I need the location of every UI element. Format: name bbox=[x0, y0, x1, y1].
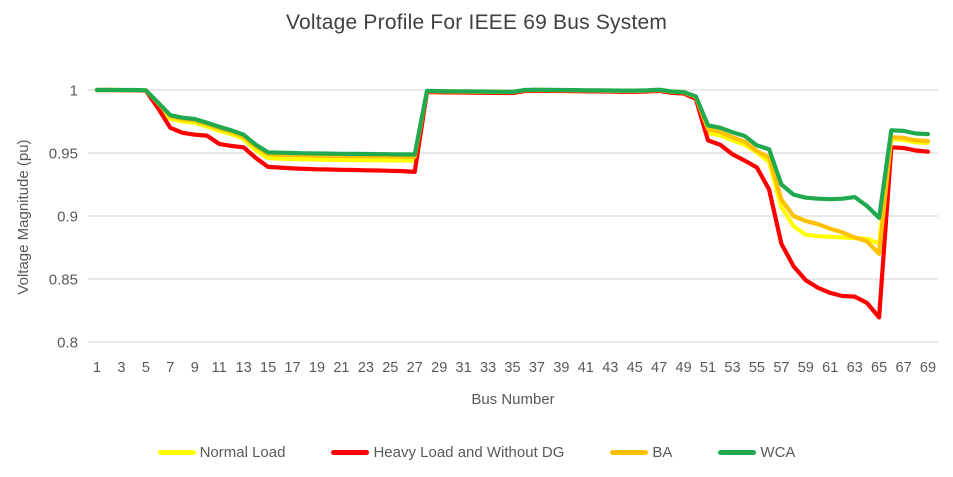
x-tick-label: 43 bbox=[602, 360, 618, 376]
y-tick-label: 0.85 bbox=[49, 272, 78, 289]
x-axis-title: Bus Number bbox=[471, 391, 555, 408]
x-tick-label: 21 bbox=[333, 360, 349, 376]
legend-item-ba: BA bbox=[610, 444, 672, 461]
x-tick-label: 53 bbox=[724, 360, 740, 376]
x-tick-label: 59 bbox=[798, 360, 814, 376]
x-tick-label: 61 bbox=[822, 360, 838, 376]
x-tick-label: 33 bbox=[480, 360, 496, 376]
x-tick-label: 69 bbox=[920, 360, 936, 376]
series-line-heavy-load-and-without-dg bbox=[94, 87, 931, 320]
y-tick-label: 1 bbox=[70, 83, 78, 100]
legend-line-swatch-icon bbox=[718, 450, 757, 455]
x-tick-label: 63 bbox=[847, 360, 863, 376]
x-tick-label: 9 bbox=[191, 360, 199, 376]
x-tick-label: 17 bbox=[284, 360, 300, 376]
legend-item-wca: WCA bbox=[718, 444, 795, 461]
y-tick-label: 0.95 bbox=[49, 146, 78, 163]
legend-label: Normal Load bbox=[199, 444, 286, 461]
chart-title: Voltage Profile For IEEE 69 Bus System bbox=[285, 11, 668, 34]
x-tick-label: 13 bbox=[236, 360, 252, 376]
x-tick-label: 41 bbox=[578, 360, 594, 376]
x-tick-label: 55 bbox=[749, 360, 765, 376]
x-tick-label: 25 bbox=[382, 360, 398, 376]
plot-area: 10.950.90.850.81 3 5 7 9 11 13 15 17 19 21 23 25 27 29… bbox=[49, 83, 938, 376]
legend-line-swatch-icon bbox=[610, 450, 649, 455]
x-tick-label: 15 bbox=[260, 360, 276, 376]
y-tick-label: 0.8 bbox=[57, 335, 78, 352]
series-line-ba bbox=[94, 87, 931, 256]
legend-item-normal-load: Normal Load bbox=[157, 444, 286, 461]
x-tick-label: 65 bbox=[871, 360, 887, 376]
legend-line-swatch-icon bbox=[157, 450, 196, 455]
x-tick-label: 27 bbox=[407, 360, 423, 376]
x-tick-label: 19 bbox=[309, 360, 325, 376]
y-tick-label: 0.9 bbox=[57, 209, 78, 226]
legend-item-heavy-load-and-without-dg: Heavy Load and Without DG bbox=[331, 444, 564, 461]
x-tick-label: 3 bbox=[117, 360, 125, 376]
legend: Normal Load Heavy Load and Without DG BA WC… bbox=[0, 444, 953, 461]
x-tick-label: 29 bbox=[431, 360, 447, 376]
x-tick-label: 51 bbox=[700, 360, 716, 376]
series-line-wca bbox=[94, 87, 931, 220]
x-tick-label: 47 bbox=[651, 360, 667, 376]
x-tick-label: 37 bbox=[529, 360, 545, 376]
legend-label: WCA bbox=[760, 444, 796, 461]
x-tick-label: 23 bbox=[358, 360, 374, 376]
x-tick-label: 35 bbox=[504, 360, 520, 376]
x-tick-label: 7 bbox=[166, 360, 174, 376]
x-tick-label: 5 bbox=[142, 360, 150, 376]
legend-label: Heavy Load and Without DG bbox=[373, 444, 565, 461]
x-tick-label: 1 bbox=[93, 360, 101, 376]
x-tick-label: 11 bbox=[212, 360, 227, 376]
x-tick-label: 49 bbox=[676, 360, 692, 376]
x-tick-label: 39 bbox=[553, 360, 569, 376]
x-tick-label: 67 bbox=[896, 360, 912, 376]
x-tick-label: 57 bbox=[773, 360, 789, 376]
x-tick-label: 31 bbox=[456, 360, 472, 376]
legend-label: BA bbox=[652, 444, 673, 461]
legend-line-swatch-icon bbox=[331, 450, 370, 455]
x-tick-label: 45 bbox=[627, 360, 643, 376]
